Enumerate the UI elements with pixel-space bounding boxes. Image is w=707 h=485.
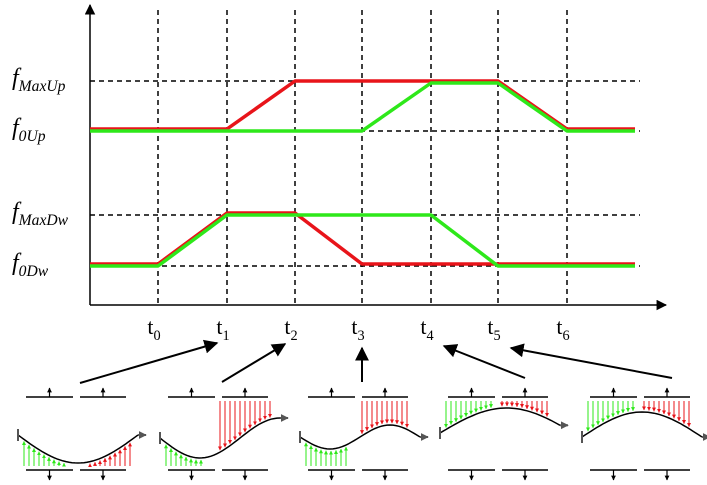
label-sub: 3 bbox=[357, 328, 364, 344]
label-base: t bbox=[556, 314, 562, 339]
green-up-signal bbox=[90, 81, 635, 133]
label-sub: 6 bbox=[562, 328, 569, 344]
time-label: t1 bbox=[216, 314, 229, 344]
green-down-signal bbox=[90, 213, 635, 268]
label-sub: 5 bbox=[493, 328, 500, 344]
label-base: f bbox=[12, 115, 22, 141]
red-up-signal bbox=[90, 79, 635, 131]
sub-figure bbox=[159, 387, 289, 481]
label-base: t bbox=[487, 314, 493, 339]
label-sub: 2 bbox=[290, 328, 297, 344]
panels bbox=[17, 387, 707, 481]
pointer-arrow bbox=[442, 344, 526, 379]
label-sub: MaxDw bbox=[18, 212, 69, 229]
label-base: t bbox=[351, 314, 357, 339]
membrane-curve bbox=[17, 434, 139, 464]
membrane-curve bbox=[439, 407, 561, 434]
label-base: f bbox=[12, 65, 22, 91]
pointer-arrow bbox=[79, 339, 219, 384]
pointer-arrows bbox=[79, 339, 673, 384]
label-sub: MaxUp bbox=[18, 78, 66, 95]
time-label: t5 bbox=[487, 314, 500, 344]
label-sub: 0Dw bbox=[19, 263, 49, 280]
label-base: t bbox=[420, 314, 426, 339]
membrane-curve bbox=[159, 417, 281, 459]
label-base: f bbox=[12, 250, 22, 276]
level-label: f0Up bbox=[12, 115, 46, 145]
time-label: t3 bbox=[351, 314, 364, 344]
label-base: t bbox=[284, 314, 290, 339]
sub-figure bbox=[299, 387, 429, 481]
level-label: fMaxDw bbox=[12, 199, 69, 229]
time-label: t2 bbox=[284, 314, 297, 344]
pointer-arrow bbox=[221, 343, 287, 383]
membrane-curve bbox=[299, 424, 421, 450]
time-label: t4 bbox=[420, 314, 433, 344]
label-base: t bbox=[147, 314, 153, 339]
sub-figure bbox=[581, 387, 707, 481]
membrane-curve bbox=[581, 411, 703, 438]
sub-figure bbox=[17, 387, 147, 481]
level-label: f0Dw bbox=[12, 250, 49, 280]
label-sub: 0 bbox=[153, 328, 160, 344]
red-down-signal bbox=[90, 211, 635, 266]
level-label: fMaxUp bbox=[12, 65, 66, 95]
label-sub: 4 bbox=[426, 328, 433, 344]
label-sub: 0Up bbox=[19, 128, 46, 145]
time-label: t6 bbox=[556, 314, 569, 344]
label-base: t bbox=[216, 314, 222, 339]
time-label: t0 bbox=[147, 314, 160, 344]
sub-figure bbox=[439, 387, 569, 481]
label-base: f bbox=[12, 199, 22, 225]
label-sub: 1 bbox=[222, 328, 229, 344]
pointer-arrow bbox=[509, 343, 673, 379]
grid bbox=[90, 10, 640, 305]
